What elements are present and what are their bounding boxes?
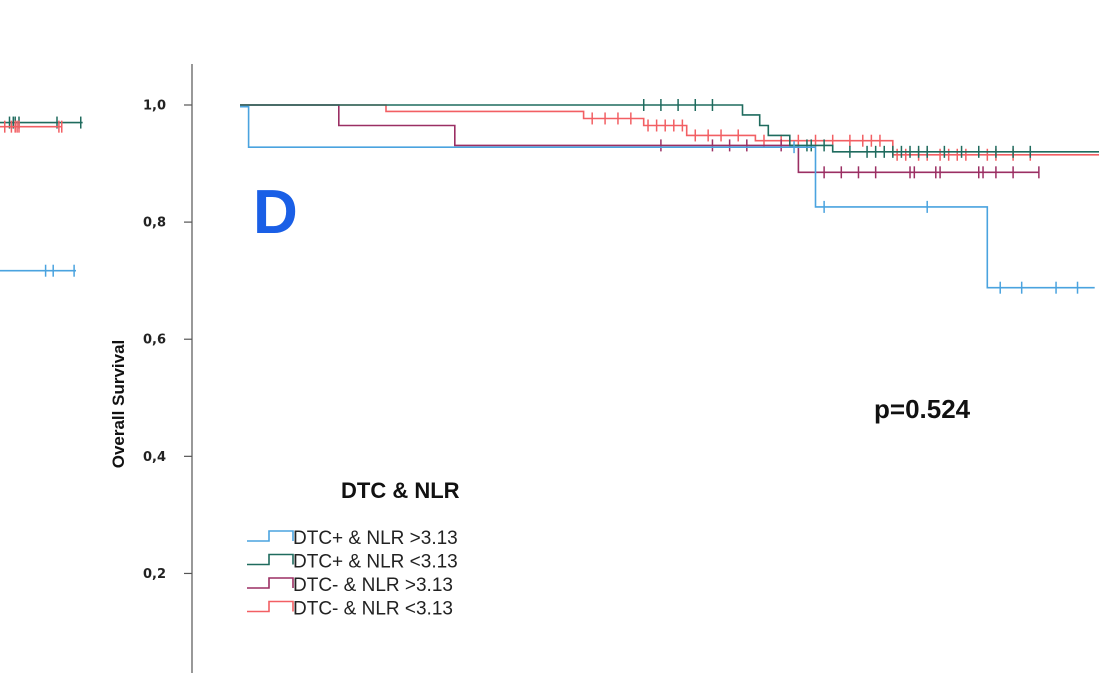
- legend-entry: DTC- & NLR <3.13: [247, 599, 453, 620]
- partial-left-panel: [0, 116, 83, 277]
- legend-entry: DTC+ & NLR <3.13: [247, 552, 458, 573]
- series-1: [240, 104, 1040, 179]
- survival-curve: [240, 105, 1095, 289]
- legend-swatch: [247, 553, 294, 566]
- legend-swatch: [247, 530, 294, 542]
- legend-label: DTC- & NLR <3.13: [293, 599, 453, 620]
- legend-label: DTC- & NLR >3.13: [293, 575, 453, 596]
- survival-curve: [240, 104, 1099, 153]
- y-axis-label: Overall Survival: [109, 340, 128, 469]
- legend: DTC & NLR DTC+ & NLR >3.13 DTC+ & NLR <3.…: [247, 478, 460, 620]
- y-tick-label: 0,8: [143, 216, 166, 231]
- legend-swatch: [247, 577, 294, 589]
- series-2: [240, 98, 1099, 158]
- legend-label: DTC+ & NLR <3.13: [293, 552, 458, 573]
- y-tick-label: 1,0: [143, 98, 166, 113]
- y-tick-label: 0,6: [143, 333, 166, 348]
- legend-label: DTC+ & NLR >3.13: [293, 528, 458, 549]
- series-3: [240, 105, 1095, 294]
- y-tick-label: 0,2: [143, 567, 166, 582]
- legend-entry: DTC- & NLR >3.13: [247, 575, 453, 596]
- p-value-annotation: p=0.524: [874, 394, 971, 424]
- panel-letter: D: [253, 178, 298, 247]
- legend-entry: DTC+ & NLR >3.13: [247, 528, 458, 549]
- survival-curve: [240, 104, 1039, 174]
- plot-area: [240, 98, 1099, 294]
- legend-title: DTC & NLR: [341, 478, 460, 503]
- y-tick-label: 0,4: [143, 450, 166, 465]
- y-axis-ticks: 1,0 0,8 0,6 0,4 0,2: [143, 98, 192, 582]
- legend-swatch: [247, 600, 294, 613]
